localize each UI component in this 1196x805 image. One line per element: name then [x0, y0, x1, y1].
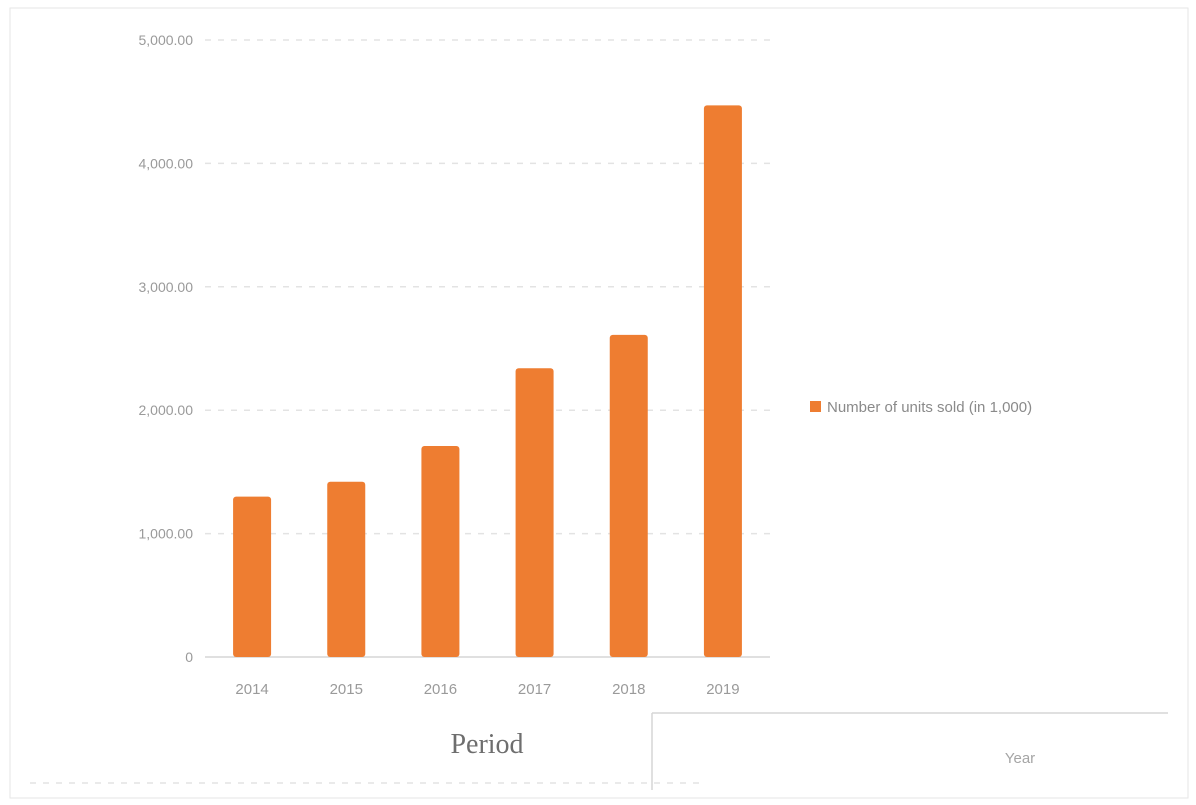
x-tick-label: 2016	[424, 681, 457, 698]
y-axis-ticks: 0 1,000.00 2,000.00 3,000.00 4,000.00 5,000.0…	[139, 32, 194, 665]
bar	[515, 368, 554, 657]
y-tick-label: 5,000.00	[139, 32, 194, 48]
gridlines	[205, 39, 770, 658]
bar	[703, 105, 742, 658]
legend-swatch	[810, 401, 821, 412]
bar	[609, 334, 648, 657]
y-tick-label: 4,000.00	[139, 155, 194, 171]
data-table: Year	[30, 712, 1168, 790]
bar	[421, 445, 460, 657]
x-tick-label: 2015	[330, 681, 363, 698]
x-tick-label: 2014	[235, 681, 268, 698]
bar	[233, 496, 272, 657]
bar	[327, 481, 366, 657]
y-tick-label: 1,000.00	[139, 526, 194, 542]
y-tick-label: 3,000.00	[139, 279, 194, 295]
bars	[233, 105, 742, 658]
y-tick-label: 2,000.00	[139, 402, 194, 418]
chart-frame	[9, 7, 1189, 799]
x-tick-label: 2019	[706, 681, 739, 698]
table-row-label: Year	[1005, 750, 1035, 767]
legend-label: Number of units sold (in 1,000)	[827, 399, 1032, 416]
x-axis-ticks: 2014 2015 2016 2017 2018 2019	[235, 681, 739, 698]
legend: Number of units sold (in 1,000)	[810, 399, 1032, 416]
x-tick-label: 2017	[518, 681, 551, 698]
x-tick-label: 2018	[612, 681, 645, 698]
y-tick-label: 0	[185, 649, 193, 665]
x-axis-title: Period	[450, 729, 523, 760]
